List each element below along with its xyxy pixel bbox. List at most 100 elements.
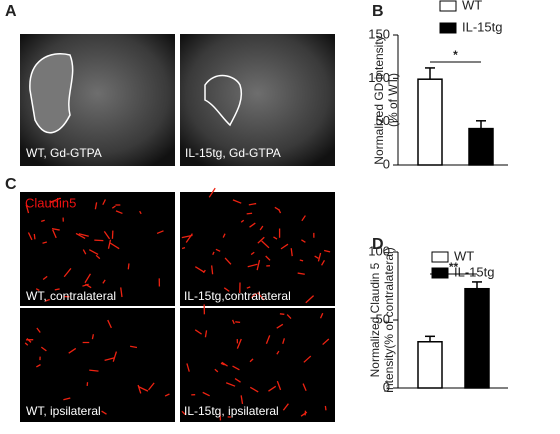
image-caption: IL-15tg,contralateral bbox=[184, 289, 291, 303]
vessel bbox=[302, 383, 307, 391]
vessel bbox=[75, 232, 86, 239]
bar bbox=[468, 127, 494, 166]
vessel bbox=[222, 233, 226, 238]
legend-swatch bbox=[439, 0, 457, 12]
vessel bbox=[235, 321, 241, 324]
fluorescence-image bbox=[180, 308, 335, 422]
vessel bbox=[63, 267, 72, 278]
vessel bbox=[276, 380, 282, 391]
legend-label: IL-15tg bbox=[462, 19, 502, 34]
vessel bbox=[249, 222, 256, 228]
panel-label: B bbox=[372, 3, 384, 20]
vessel bbox=[214, 368, 219, 373]
image-caption: WT, Gd-GTPA bbox=[26, 146, 102, 160]
panel-label: A bbox=[5, 3, 17, 20]
vessel bbox=[181, 410, 186, 416]
vessel bbox=[111, 205, 116, 209]
legend-swatch bbox=[431, 267, 449, 279]
vessel bbox=[103, 230, 111, 240]
vessel bbox=[186, 363, 190, 372]
vessel bbox=[185, 233, 193, 243]
vessel bbox=[84, 273, 92, 284]
image-caption: WT, contralateral bbox=[26, 289, 116, 303]
vessel bbox=[68, 347, 77, 354]
y-tick-label: 100 bbox=[368, 243, 390, 258]
vessel bbox=[322, 338, 330, 346]
vessel bbox=[286, 314, 292, 320]
vessel bbox=[215, 248, 221, 252]
vessel bbox=[248, 202, 257, 206]
vessel bbox=[26, 338, 32, 343]
vessel bbox=[251, 292, 257, 299]
vessel bbox=[274, 206, 280, 211]
vessel bbox=[280, 243, 289, 250]
vessel bbox=[49, 200, 53, 204]
significance-label: ** bbox=[449, 260, 459, 274]
vessel bbox=[44, 298, 50, 302]
y-tick-label: 100 bbox=[368, 70, 390, 85]
vessel bbox=[156, 230, 164, 235]
vessel bbox=[240, 219, 245, 223]
y-axis-label: (% of WT) bbox=[386, 73, 400, 127]
vessel bbox=[24, 342, 29, 346]
legend-label: WT bbox=[462, 0, 482, 12]
vessel bbox=[261, 240, 270, 249]
bar bbox=[417, 78, 443, 166]
y-axis-label: intensity(% of contralateral) bbox=[382, 247, 396, 392]
vessel bbox=[279, 313, 285, 315]
vessel bbox=[211, 265, 214, 275]
vessel bbox=[40, 346, 47, 352]
y-tick-label: 0 bbox=[383, 379, 390, 394]
fluorescence-images bbox=[20, 187, 335, 422]
vessel bbox=[265, 335, 271, 344]
vessel bbox=[115, 210, 123, 215]
legend-label: WT bbox=[454, 248, 474, 263]
legend-swatch bbox=[439, 22, 457, 34]
image-caption: WT, ipsilateral bbox=[26, 404, 101, 418]
vessel bbox=[256, 259, 261, 271]
fluorescence-image bbox=[180, 192, 335, 306]
vessel bbox=[232, 365, 240, 371]
vessel bbox=[208, 187, 216, 198]
vessel bbox=[259, 225, 264, 231]
vessel bbox=[54, 288, 60, 291]
image-caption: IL-15tg, ipsilateral bbox=[184, 404, 279, 418]
vessel bbox=[112, 351, 118, 362]
image-caption: IL-15tg, Gd-GTPA bbox=[185, 146, 281, 160]
vessel bbox=[273, 236, 278, 240]
vessel bbox=[282, 403, 289, 411]
vessel bbox=[95, 254, 101, 260]
vessel bbox=[240, 395, 244, 405]
y-tick-label: 150 bbox=[368, 26, 390, 41]
lesion-outline bbox=[204, 74, 242, 127]
vessel bbox=[88, 249, 99, 255]
fluorescence-image bbox=[20, 192, 175, 306]
vessel bbox=[268, 385, 277, 392]
vessel bbox=[94, 202, 98, 210]
vessel bbox=[50, 197, 61, 203]
vessel bbox=[51, 227, 60, 231]
vessel bbox=[324, 405, 327, 411]
vessel bbox=[63, 397, 71, 401]
vessel bbox=[82, 249, 87, 255]
vessel bbox=[36, 327, 41, 333]
vessel bbox=[148, 382, 155, 391]
legend-label: IL-15tg bbox=[454, 264, 494, 279]
vessel bbox=[104, 357, 115, 361]
vessel bbox=[33, 233, 36, 240]
vessel bbox=[107, 319, 112, 329]
vessel bbox=[257, 236, 265, 244]
vessel bbox=[232, 199, 242, 204]
vessel bbox=[25, 204, 30, 214]
y-axis-label: Normalized GD intensity bbox=[372, 35, 386, 164]
vessel bbox=[85, 283, 92, 289]
vessel bbox=[35, 288, 40, 291]
lesion-outline bbox=[29, 53, 74, 134]
vessel bbox=[290, 248, 293, 257]
vessel bbox=[301, 215, 306, 222]
vessel bbox=[102, 279, 106, 284]
vessel bbox=[282, 338, 286, 344]
vessel bbox=[317, 252, 322, 262]
legend-swatch bbox=[431, 251, 449, 263]
